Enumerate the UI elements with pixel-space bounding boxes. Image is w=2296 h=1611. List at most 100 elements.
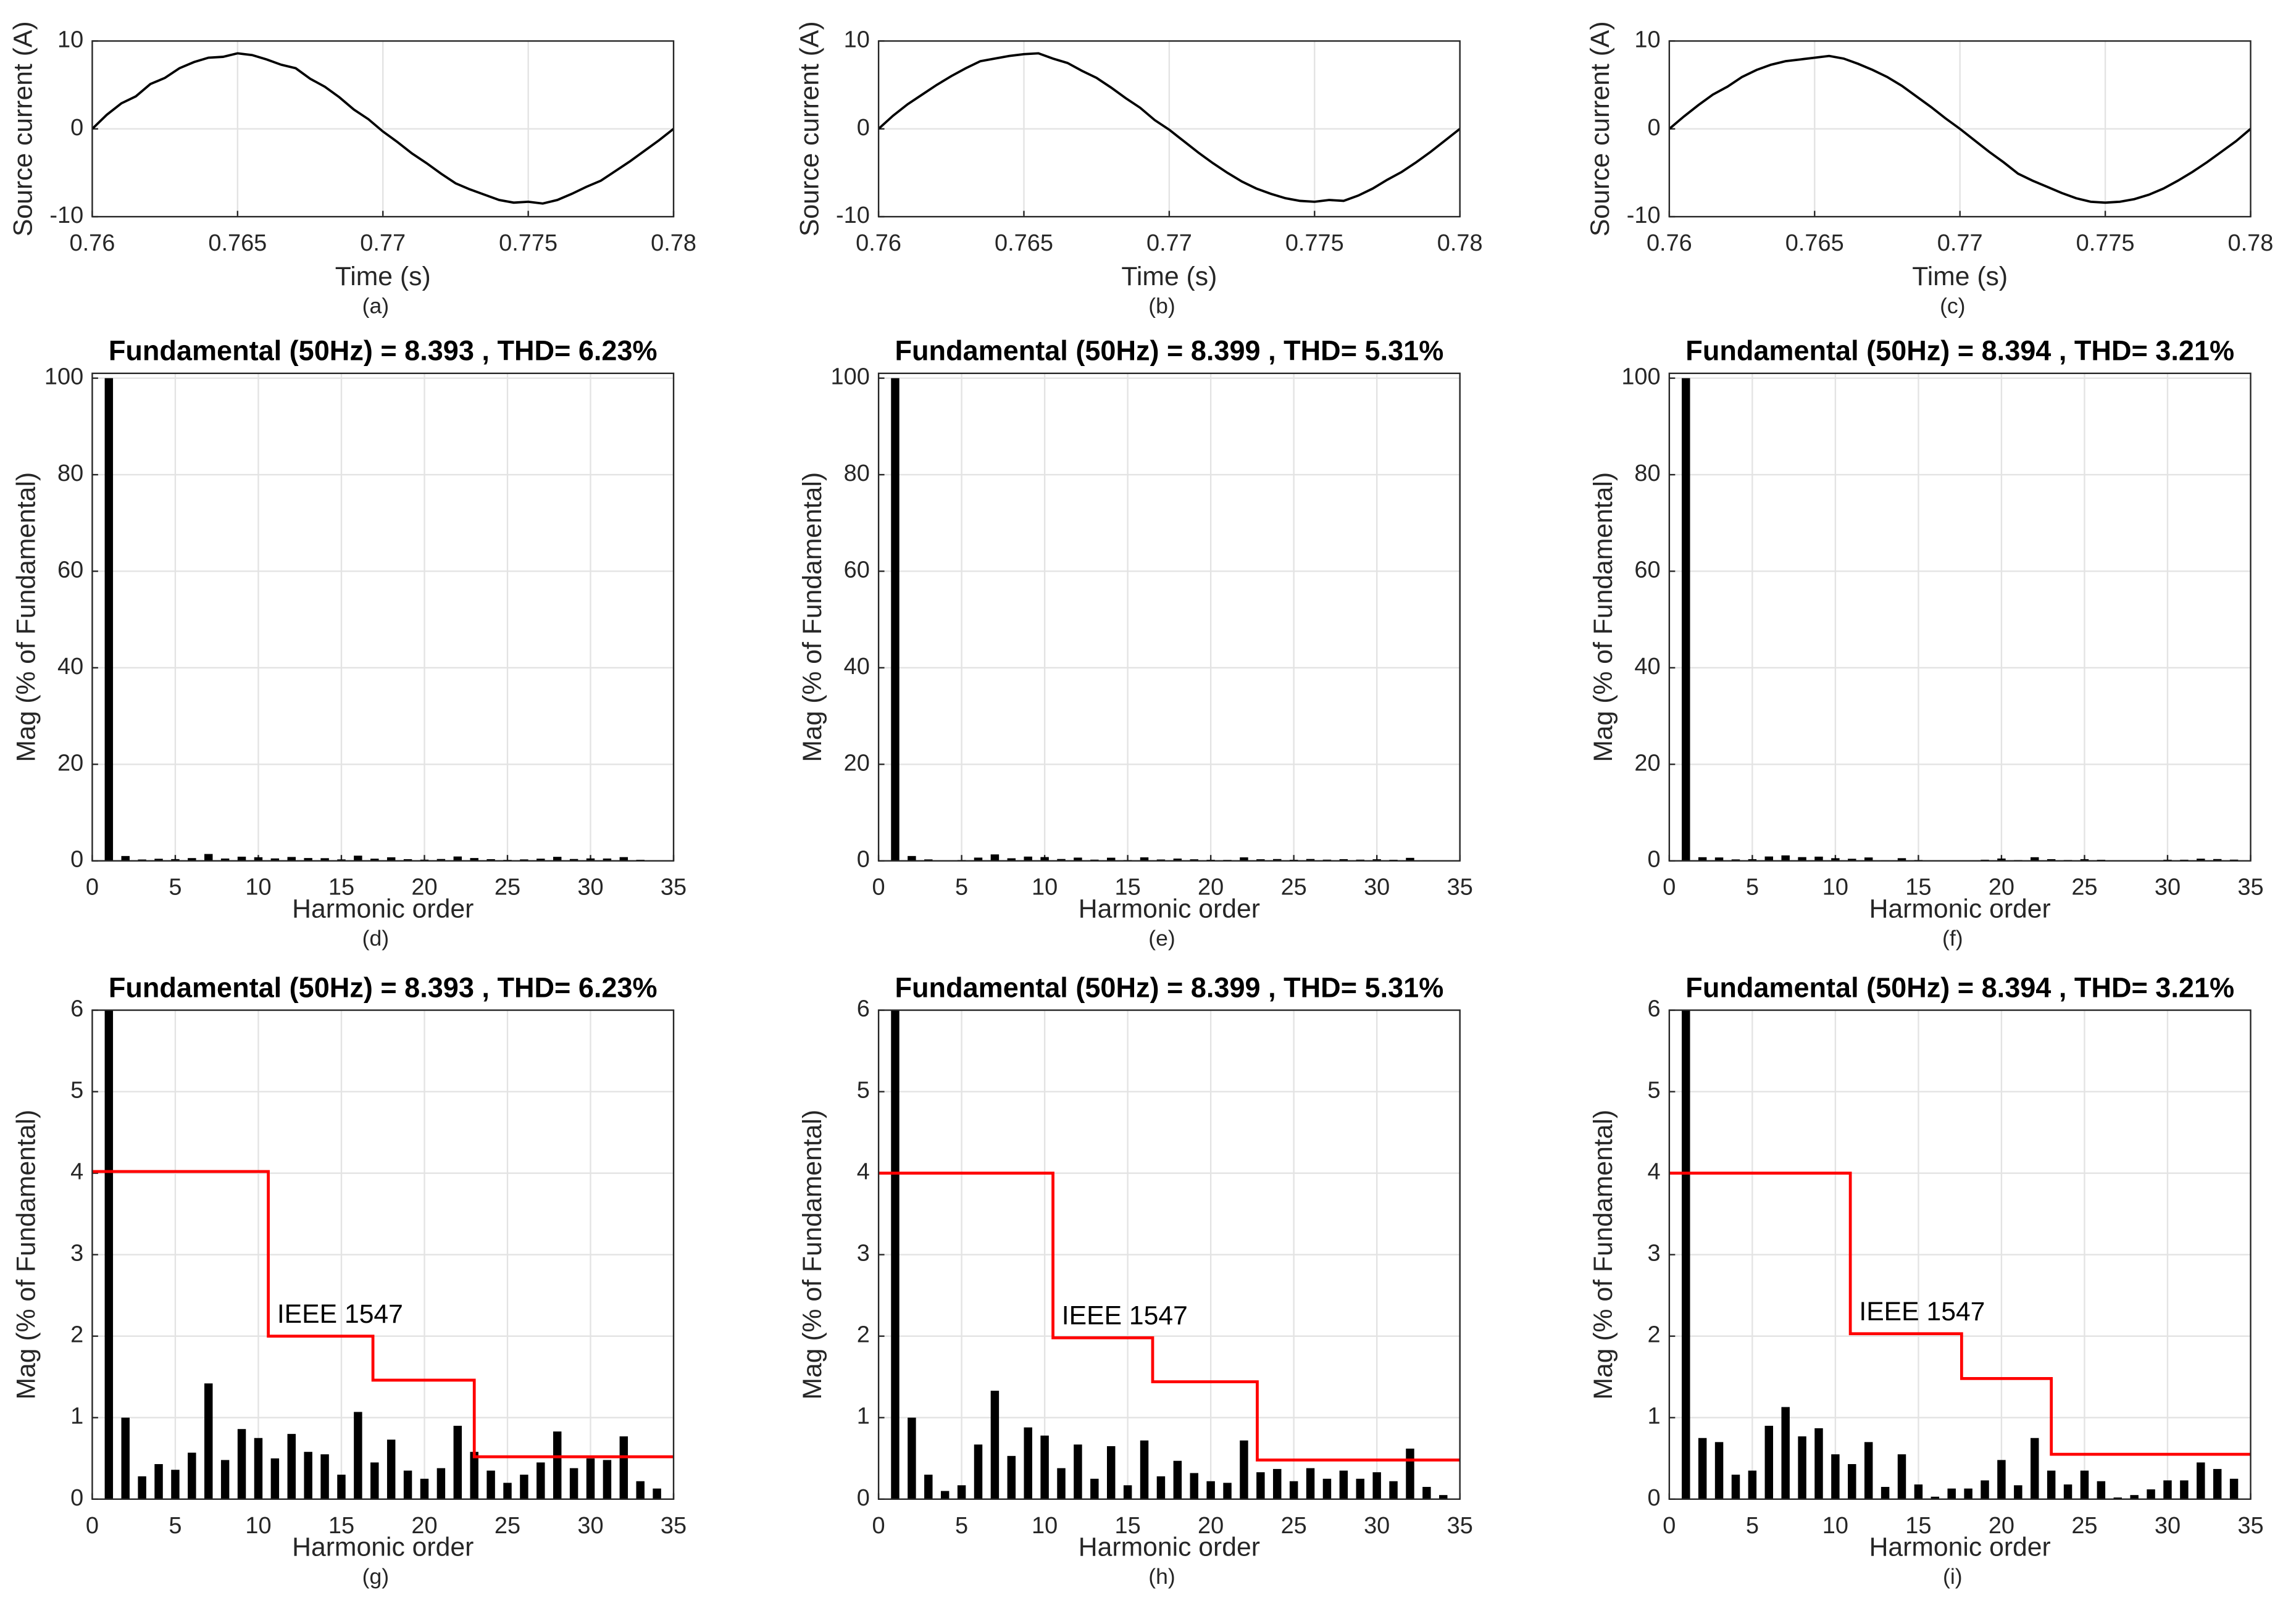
plot-frame — [91, 1009, 675, 1500]
y-tick-label: 0 — [70, 115, 83, 141]
x-tick-label: 5 — [1746, 875, 1759, 901]
bar — [940, 1491, 950, 1499]
plot-frame — [1668, 40, 2252, 218]
bar — [2047, 1470, 2056, 1499]
bar — [2147, 1489, 2155, 1499]
x-tick-label: 10 — [1822, 1513, 1848, 1539]
caption: (g) — [362, 1564, 389, 1589]
x-tick-label: 0.775 — [1285, 230, 1344, 256]
x-tick-label: 10 — [245, 1513, 271, 1539]
x-tick-label: 30 — [1364, 1513, 1390, 1539]
plot-content — [1669, 54, 2251, 204]
bar — [436, 859, 446, 861]
x-tick-label: 0.775 — [2076, 230, 2135, 256]
bar — [2113, 1497, 2122, 1499]
x-tick-label: 0 — [872, 1513, 885, 1539]
bar — [1007, 858, 1016, 861]
bar — [1714, 1442, 1724, 1499]
x-tick-label: 0.765 — [208, 230, 267, 256]
bar — [586, 1458, 595, 1499]
bar — [1831, 858, 1840, 861]
plot-content — [104, 378, 661, 861]
x-tick-label: 5 — [955, 1513, 968, 1539]
bar — [171, 859, 180, 861]
bar — [1897, 1454, 1906, 1499]
x-tick-label: 0.78 — [2228, 230, 2274, 256]
plot-content — [891, 378, 1448, 861]
x-tick-label: 30 — [577, 1513, 603, 1539]
chart-panel: 0 5 10 15 20 25 30 35 0 20 40 60 80 100 Fundamental (5… — [798, 335, 1473, 951]
y-axis-label: Source current (A) — [1585, 21, 1615, 236]
bar — [403, 859, 412, 861]
bar — [320, 1454, 329, 1499]
x-tick-label: 0.76 — [856, 230, 901, 256]
bar — [1372, 859, 1381, 861]
bar — [1981, 1480, 1989, 1499]
bar — [990, 1391, 1000, 1499]
x-tick-label: 30 — [2155, 875, 2181, 901]
bar — [1306, 859, 1315, 861]
y-tick-label: 20 — [1634, 750, 1660, 776]
x-tick-label: 15 — [328, 1513, 354, 1539]
bar — [1140, 1440, 1149, 1499]
limit-annotation: IEEE 1547 — [1859, 1297, 1985, 1326]
y-tick-label: 0 — [70, 1485, 83, 1511]
bar — [2031, 857, 2039, 861]
chart-title: Fundamental (50Hz) = 8.399 , THD= 5.31% — [895, 335, 1444, 367]
bar — [486, 859, 495, 861]
y-tick-label: 40 — [57, 654, 83, 680]
x-tick-label: 25 — [495, 875, 520, 901]
y-tick-label: 0 — [857, 1485, 870, 1511]
y-tick-label: 4 — [70, 1159, 83, 1185]
chart-panel: 0.76 0.765 0.77 0.775 0.78 -10 0 10 Time (s) Sour… — [795, 21, 1482, 318]
bar — [908, 1417, 916, 1499]
bar — [1931, 1496, 1940, 1499]
y-axis-label: Mag (% of Fundamental) — [1588, 472, 1618, 762]
x-tick-label: 5 — [1746, 1513, 1759, 1539]
y-tick-label: 5 — [1648, 1078, 1661, 1104]
bar — [974, 1444, 983, 1499]
bar — [1848, 1463, 1856, 1499]
chart-panel: 0.76 0.765 0.77 0.775 0.78 -10 0 10 Time (s) Sour… — [1585, 21, 2273, 318]
x-tick-label: 25 — [2071, 1513, 2097, 1539]
x-tick-label: 20 — [1989, 1513, 2014, 1539]
bar — [1682, 378, 1690, 861]
x-tick-label: 0.76 — [70, 230, 115, 256]
bar — [270, 1458, 280, 1499]
bar — [603, 858, 612, 861]
bar — [1964, 1488, 1972, 1499]
x-tick-label: 30 — [2155, 1513, 2181, 1539]
bar — [1682, 1010, 1690, 1499]
bar — [586, 858, 595, 861]
bar — [1024, 856, 1032, 861]
bar — [287, 857, 296, 861]
bar — [1090, 1478, 1099, 1499]
bar — [553, 857, 562, 861]
bar — [1240, 1440, 1248, 1499]
bar — [1372, 1472, 1381, 1499]
bar — [553, 1431, 562, 1499]
bar — [1074, 857, 1082, 861]
bar — [154, 1463, 163, 1499]
x-tick-label: 30 — [1364, 875, 1390, 901]
chart-title: Fundamental (50Hz) = 8.393 , THD= 6.23% — [109, 972, 657, 1003]
y-tick-label: 2 — [857, 1322, 870, 1348]
y-tick-label: 0 — [1648, 847, 1661, 873]
bar — [1007, 1455, 1016, 1499]
bar — [1406, 857, 1414, 861]
plot-frame — [877, 372, 1461, 862]
x-axis-label: Harmonic order — [1869, 1533, 2051, 1562]
x-tick-label: 15 — [1115, 875, 1141, 901]
bar — [2097, 1481, 2106, 1499]
x-tick-label: 20 — [1198, 875, 1224, 901]
bar — [1997, 1460, 2006, 1499]
x-tick-label: 20 — [411, 875, 437, 901]
bar — [2229, 1478, 2239, 1499]
bar — [154, 859, 163, 861]
bar — [2197, 859, 2205, 861]
bar — [990, 854, 1000, 861]
y-tick-label: 2 — [1648, 1322, 1661, 1348]
y-tick-label: 0 — [70, 847, 83, 873]
bar — [2213, 859, 2222, 861]
bar — [2130, 1495, 2139, 1499]
